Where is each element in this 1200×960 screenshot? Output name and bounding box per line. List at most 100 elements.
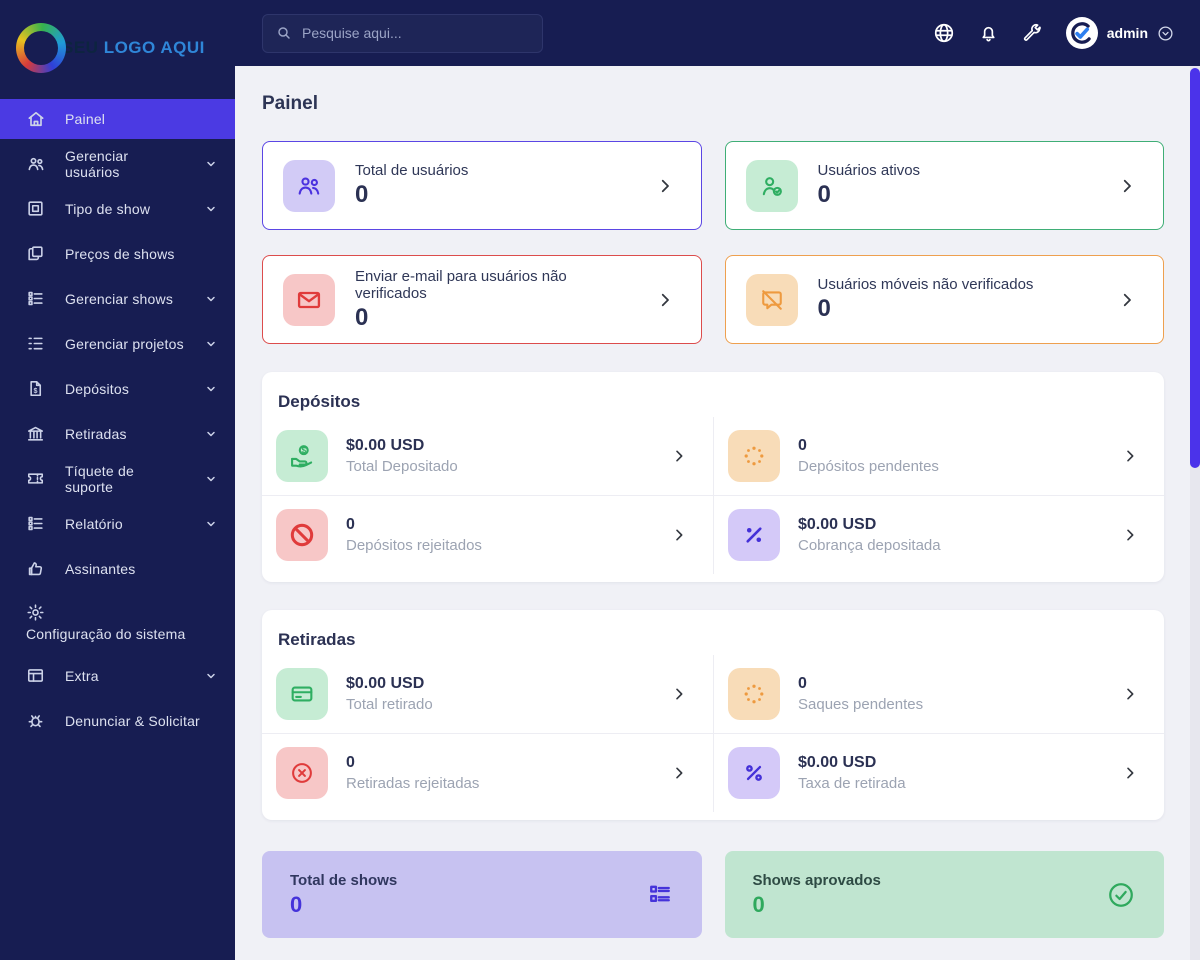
chevron-right-icon	[1122, 686, 1138, 702]
stat-card-text: Enviar e-mail para usuários não verifica…	[355, 268, 636, 332]
section-grid: $ $0.00 USD Total Depositado 0 Depósitos…	[262, 417, 1164, 574]
sidebar-item-tiquete-de-suporte[interactable]: Tíquete de suporte	[0, 456, 235, 501]
image-frame-icon	[26, 199, 46, 219]
chevron-right-icon	[656, 177, 674, 195]
stat-card-value: 0	[817, 295, 831, 322]
item-text: 0 Depósitos rejeitados	[346, 516, 482, 554]
hand-dollar-icon: $	[276, 430, 328, 482]
sidebar-item-label: Denunciar & Solicitar	[65, 712, 200, 729]
item-total-depositado[interactable]: $ $0.00 USD Total Depositado	[262, 417, 713, 495]
globe-icon[interactable]	[933, 22, 955, 44]
sidebar-item-label: Configuração do sistema	[26, 625, 186, 642]
sidebar-item-label: Depósitos	[65, 380, 130, 397]
stat-card-usuarios-ativos[interactable]: Usuários ativos 0	[724, 141, 1164, 230]
summary-card-total-de-shows[interactable]: Total de shows 0	[262, 851, 702, 938]
check-circle-icon	[1106, 880, 1136, 910]
stat-card-title: Usuários ativos	[817, 162, 921, 179]
sidebar-item-label: Gerenciar projetos	[65, 335, 184, 352]
sidebar-item-precos-de-shows[interactable]: Preços de shows	[0, 231, 235, 276]
sidebar-item-retiradas[interactable]: Retiradas	[0, 411, 235, 456]
envelope-icon	[283, 273, 335, 326]
list-ordered-icon	[26, 334, 46, 354]
chevron-right-icon	[1122, 448, 1138, 464]
stat-card-title: Usuários móveis não verificados	[817, 276, 1034, 293]
item-taxa-de-retirada[interactable]: $0.00 USD Taxa de retirada	[713, 733, 1164, 812]
sidebar-item-gerenciar-shows[interactable]: Gerenciar shows	[0, 276, 235, 321]
topbar: admin	[235, 0, 1200, 66]
sidebar-item-label: Extra	[65, 667, 99, 684]
chevron-right-icon	[1122, 765, 1138, 781]
scrollbar-thumb[interactable]	[1190, 68, 1200, 468]
sidebar-item-extra[interactable]: Extra	[0, 653, 235, 698]
section-depositos: Depósitos $ $0.00 USD Total Depositado	[262, 372, 1164, 582]
copy-windows-icon	[26, 244, 46, 264]
item-total-retirado[interactable]: $0.00 USD Total retirado	[262, 655, 713, 733]
item-value: $0.00 USD	[346, 675, 425, 692]
item-value: $0.00 USD	[798, 754, 877, 771]
section-title: Retiradas	[278, 630, 356, 649]
avatar	[1065, 17, 1098, 49]
item-value: 0	[798, 675, 807, 692]
brand-name-dark: SEU	[62, 38, 99, 57]
report-list-icon	[26, 514, 46, 534]
item-saques-pendentes[interactable]: 0 Saques pendentes	[713, 655, 1164, 733]
item-cobranca-depositada[interactable]: $0.00 USD Cobrança depositada	[713, 495, 1164, 574]
chevron-down-icon	[205, 338, 217, 350]
stat-card-email-nao-verificados[interactable]: Enviar e-mail para usuários não verifica…	[262, 255, 702, 344]
home-icon	[26, 109, 46, 129]
sidebar-item-gerenciar-usuarios[interactable]: Gerenciar usuários	[0, 141, 235, 186]
chevron-down-icon	[205, 383, 217, 395]
sidebar-item-depositos[interactable]: $ Depósitos	[0, 366, 235, 411]
stat-card-title: Total de usuários	[355, 162, 469, 179]
item-value: 0	[798, 437, 807, 454]
main-content: Painel Total de usuários 0 Usuários ativ…	[235, 66, 1200, 960]
stat-card-text: Usuários ativos 0	[818, 162, 921, 209]
item-depositos-pendentes[interactable]: 0 Depósitos pendentes	[713, 417, 1164, 495]
sidebar-item-label: Preços de shows	[65, 245, 175, 262]
sidebar-item-relatorio[interactable]: Relatório	[0, 501, 235, 546]
chat-slash-icon	[745, 273, 798, 326]
percent-icon	[728, 509, 780, 561]
item-value: 0	[346, 754, 355, 771]
sidebar-item-denunciar-solicitar[interactable]: Denunciar & Solicitar	[0, 698, 235, 743]
stat-card-title: Enviar e-mail para usuários não verifica…	[355, 267, 567, 302]
sidebar-item-configuracao-do-sistema[interactable]: Configuração do sistema	[0, 591, 235, 653]
stat-card-value: 0	[355, 303, 369, 331]
summary-card-shows-aprovados[interactable]: Shows aprovados 0	[724, 851, 1164, 938]
sidebar: SEU LOGO AQUI Painel Gerenciar usuários …	[0, 0, 235, 960]
sidebar-item-painel[interactable]: Painel	[0, 99, 235, 139]
search-input[interactable]	[302, 25, 529, 41]
credit-card-icon	[276, 668, 328, 720]
sidebar-item-assinantes[interactable]: Assinantes	[0, 546, 235, 591]
sidebar-item-gerenciar-projetos[interactable]: Gerenciar projetos	[0, 321, 235, 366]
chevron-right-icon	[656, 291, 674, 309]
brand-logo[interactable]: SEU LOGO AQUI	[0, 0, 235, 96]
bank-icon	[26, 424, 46, 444]
chevron-down-icon	[205, 293, 217, 305]
stat-card-moveis-nao-verificados[interactable]: Usuários móveis não verificados 0	[724, 255, 1164, 344]
user-check-icon	[745, 159, 798, 212]
item-text: $0.00 USD Total retirado	[346, 675, 433, 713]
svg-text:$: $	[301, 446, 306, 455]
stat-card-value: 0	[355, 181, 369, 208]
sidebar-item-label: Gerenciar shows	[65, 290, 174, 307]
sidebar-item-label: Painel	[65, 111, 106, 127]
summary-text: Shows aprovados 0	[753, 872, 881, 918]
item-depositos-rejeitados[interactable]: 0 Depósitos rejeitados	[262, 495, 713, 574]
stat-card-total-usuarios[interactable]: Total de usuários 0	[262, 141, 702, 230]
bug-icon	[26, 711, 46, 731]
thumbs-up-icon	[26, 559, 46, 579]
item-retiradas-rejeitadas[interactable]: 0 Retiradas rejeitadas	[262, 733, 713, 812]
gear-icon	[26, 603, 46, 623]
account-menu[interactable]: admin	[1065, 17, 1174, 49]
chevron-right-icon	[1122, 527, 1138, 543]
ticket-icon	[26, 469, 46, 489]
wrench-icon[interactable]	[1022, 23, 1043, 44]
scrollbar-track[interactable]	[1190, 66, 1200, 960]
sidebar-item-label: Tíquete de suporte	[65, 462, 134, 495]
stat-card-text: Usuários móveis não verificados 0	[818, 276, 1034, 323]
list-squares-icon	[646, 881, 674, 909]
bell-icon[interactable]	[978, 23, 999, 44]
sidebar-item-tipo-de-show[interactable]: Tipo de show	[0, 186, 235, 231]
item-label: Taxa de retirada	[798, 775, 906, 792]
